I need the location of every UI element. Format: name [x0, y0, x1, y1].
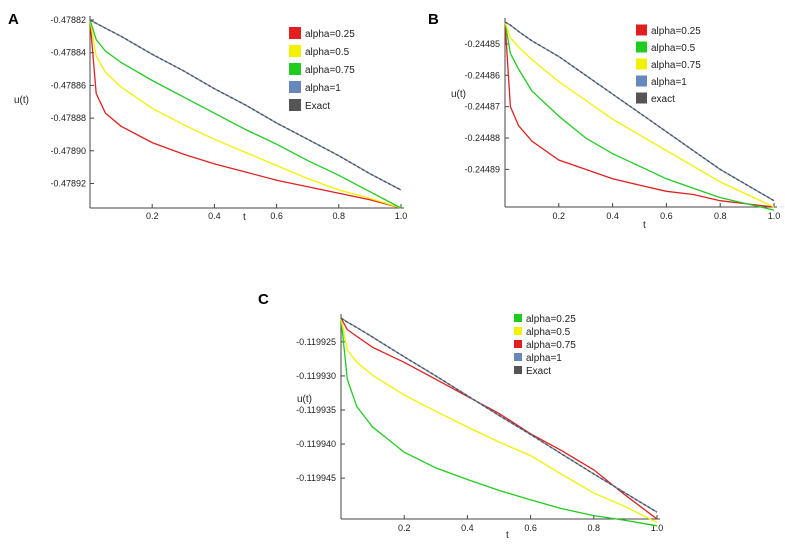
series-line-alpha-0-75 — [89, 19, 402, 209]
x-tick-label: 0.2 — [398, 523, 411, 533]
legend-label: alpha=0.75 — [651, 60, 701, 71]
y-tick-label: -0.24487 — [464, 102, 500, 112]
series-line-exact — [89, 19, 402, 191]
x-tick-label: 0.4 — [461, 523, 474, 533]
series-line-alpha-0-75 — [340, 317, 658, 520]
y-tick-label: -0.47886 — [50, 80, 86, 90]
x-axis-label: t — [643, 220, 646, 231]
series-line-alpha-0-5 — [504, 21, 775, 211]
x-tick-label: 0.6 — [270, 211, 283, 221]
legend-label: alpha=0.25 — [305, 29, 355, 40]
legend-label: exact — [651, 94, 675, 105]
legend-label: alpha=0.5 — [651, 43, 696, 54]
panel-a: A u(t) t 0.2 0.4 0.6 0.8 1.0 -0.47882 -0.47884… — [8, 11, 407, 223]
x-tick-label: 0.8 — [714, 211, 727, 221]
legend-swatch — [636, 92, 647, 104]
y-tick-label: -0.119940 — [296, 439, 336, 449]
y-tick-label: -0.24489 — [464, 164, 500, 174]
y-tick-label: -0.119925 — [296, 337, 336, 347]
x-tick-label: 0.6 — [660, 211, 673, 221]
legend-label: alpha=1 — [305, 83, 341, 94]
series-line-exact — [340, 317, 658, 513]
series-line-alpha-0-25 — [340, 317, 658, 527]
legend-swatch — [636, 58, 647, 70]
legend-label: alpha=0.75 — [526, 340, 576, 351]
y-tick-label: -0.119935 — [296, 405, 336, 415]
y-tick-label: -0.119945 — [296, 473, 336, 483]
legend-swatch — [514, 314, 522, 322]
panel-letter-c: C — [258, 291, 269, 308]
legend-swatch — [514, 366, 522, 374]
y-tick-label: -0.47892 — [50, 178, 86, 188]
legend-swatch — [636, 24, 647, 36]
x-tick-label: 1.0 — [395, 211, 408, 221]
legend-label: alpha=0.75 — [305, 65, 355, 76]
legend-swatch — [289, 99, 301, 111]
legend-label: alpha=0.25 — [651, 26, 701, 37]
x-tick-label: 1.0 — [651, 523, 664, 533]
x-axis-label: t — [506, 530, 509, 541]
x-tick-label: 0.6 — [524, 523, 537, 533]
legend-swatch — [289, 63, 301, 75]
y-tick-label: -0.47888 — [50, 113, 86, 123]
legend-swatch — [514, 327, 522, 335]
x-tick-label: 0.4 — [606, 211, 619, 221]
legend-label: alpha=0.5 — [526, 327, 571, 338]
legend-label: alpha=1 — [651, 77, 687, 88]
series-line-alpha-0-75 — [504, 21, 775, 208]
legend-swatch — [289, 81, 301, 93]
y-tick-label: -0.24486 — [464, 70, 500, 80]
y-tick-label: -0.24485 — [464, 39, 500, 49]
series-line-exact — [504, 21, 775, 202]
y-axis-label: u(t) — [14, 95, 29, 106]
panel-c: C u(t) t 0.2 0.4 0.6 0.8 1.0 -0.119925 -0.1199… — [258, 291, 663, 541]
legend-swatch — [514, 340, 522, 348]
y-tick-label: -0.47884 — [50, 48, 86, 58]
x-tick-label: 0.8 — [333, 211, 346, 221]
legend-label: alpha=1 — [526, 353, 562, 364]
legend-label: Exact — [305, 101, 330, 112]
x-tick-label: 1.0 — [768, 211, 781, 221]
legend-swatch — [636, 75, 647, 87]
series-line-alpha-0-25 — [89, 19, 402, 209]
legend-swatch — [514, 353, 522, 361]
legend-swatch — [289, 27, 301, 39]
series-line-alpha-0-25 — [504, 21, 775, 208]
x-tick-label: 0.2 — [553, 211, 566, 221]
legend-label: alpha=0.5 — [305, 47, 350, 58]
y-axis-label: u(t) — [451, 89, 466, 100]
panel-letter-b: B — [428, 11, 439, 28]
legend-swatch — [289, 45, 301, 57]
legend-label: Exact — [526, 366, 551, 377]
series-line-alpha-0-5 — [89, 19, 402, 209]
x-tick-label: 0.2 — [146, 211, 159, 221]
series-line-alpha-0-5 — [340, 317, 658, 523]
x-axis-label: t — [243, 212, 246, 223]
x-tick-label: 0.8 — [588, 523, 601, 533]
y-tick-label: -0.119930 — [296, 371, 336, 381]
legend-label: alpha=0.25 — [526, 314, 576, 325]
panel-letter-a: A — [8, 11, 19, 28]
legend-swatch — [636, 41, 647, 53]
y-tick-label: -0.24488 — [464, 133, 500, 143]
x-tick-label: 0.4 — [208, 211, 221, 221]
y-tick-label: -0.47882 — [50, 15, 86, 25]
y-tick-label: -0.47890 — [50, 146, 86, 156]
y-axis-label: u(t) — [297, 394, 312, 405]
panel-b: B u(t) t 0.2 0.4 0.6 0.8 1.0 -0.24485 -0.24486… — [428, 11, 780, 231]
